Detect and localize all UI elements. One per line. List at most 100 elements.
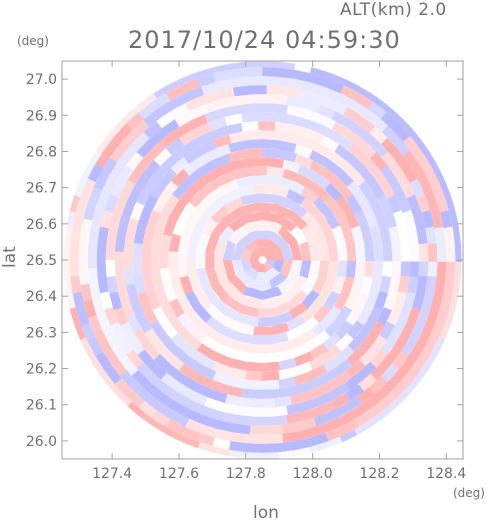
radar-cell (289, 382, 309, 397)
radar-cell (153, 147, 173, 166)
radar-cell (328, 89, 349, 106)
radar-cell (266, 76, 286, 87)
radar-cell (105, 258, 116, 277)
radar-cell (420, 337, 438, 359)
radar-cell (421, 291, 435, 312)
radar-cell (391, 390, 412, 410)
radar-cell (162, 305, 180, 326)
radar-cell (72, 290, 85, 310)
radar-cell (346, 320, 365, 341)
radar-cell (443, 276, 455, 296)
radar-cell (262, 211, 282, 224)
radar-cell (404, 123, 424, 143)
radar-cell (244, 267, 259, 281)
radar-cell (379, 402, 400, 421)
radar-cell (171, 180, 191, 200)
y-tick-label: 26.3 (26, 325, 57, 341)
radar-cell (218, 314, 239, 332)
radar-cell (92, 298, 106, 319)
radar-cell (215, 170, 236, 187)
radar-cell (338, 429, 359, 446)
radar-cell (187, 390, 208, 406)
radar-cell (347, 154, 367, 174)
radar-cell (351, 225, 365, 245)
radar-cell (185, 86, 206, 102)
radar-cell (89, 216, 102, 236)
radar-cell (125, 312, 142, 333)
radar-cell (235, 184, 256, 198)
radar-cell (360, 225, 374, 245)
radar-cell (383, 209, 398, 230)
radar-cell (323, 319, 343, 338)
radar-cell (154, 159, 173, 179)
radar-cell (409, 178, 426, 199)
radar-cell (156, 208, 172, 229)
radar-cell (378, 321, 396, 342)
radar-cell (308, 354, 328, 371)
radar-cell (311, 275, 327, 296)
radar-cell (93, 134, 112, 155)
radar-cell (335, 333, 354, 353)
radar-cell (63, 313, 74, 334)
radar-cell (464, 260, 474, 279)
radar-cell (346, 359, 366, 379)
radar-cell (254, 94, 273, 104)
radar-cell (111, 155, 130, 176)
radar-cell (255, 272, 270, 281)
x-tick-label: 128.4 (426, 466, 466, 482)
radar-cell (159, 371, 180, 390)
radar-cell (280, 431, 300, 443)
radar-cell (312, 291, 330, 311)
radar-cell (367, 321, 385, 342)
altitude-label: ALT(km) 2.0 (340, 0, 447, 20)
radar-cell (173, 392, 194, 409)
radar-cell (321, 224, 337, 245)
radar-cell (83, 350, 101, 371)
radar-cell (354, 82, 375, 100)
radar-cell (252, 407, 271, 417)
radar-cell (182, 355, 202, 373)
radar-cell (346, 347, 366, 367)
radar-cell (258, 112, 277, 122)
radar-cell (124, 400, 144, 420)
radar-cell (302, 108, 323, 124)
radar-cell (148, 139, 168, 159)
radar-cell (392, 291, 407, 312)
radar-cell (356, 306, 373, 327)
radar-cell (286, 179, 306, 195)
radar-cell (137, 399, 157, 419)
radar-cell (412, 164, 429, 185)
radar-cell (200, 335, 221, 352)
radar-cell (265, 260, 276, 268)
radar-cell (313, 84, 334, 99)
radar-cell (211, 216, 230, 237)
radar-cell (258, 247, 267, 257)
radar-cell (270, 103, 290, 115)
radar-cell (324, 210, 341, 230)
radar-cell (72, 208, 86, 228)
radar-cell (193, 121, 214, 138)
radar-cell (194, 290, 213, 311)
radar-cell (240, 193, 260, 206)
radar-cell (411, 337, 428, 358)
radar-cell (82, 297, 97, 318)
radar-cell (166, 74, 187, 91)
radar-cell (243, 296, 263, 309)
radar-cell (235, 405, 255, 417)
radar-cell (310, 73, 331, 88)
radar-cell (274, 194, 294, 209)
radar-cell (277, 214, 298, 232)
radar-cell (231, 423, 251, 435)
radar-cell (331, 275, 346, 296)
radar-cell (179, 426, 200, 442)
radar-cell (391, 242, 402, 262)
radar-cell (241, 112, 260, 123)
radar-cell (278, 225, 298, 245)
radar-cell (256, 389, 276, 399)
radar-cell (94, 350, 112, 371)
radar-cell (141, 305, 158, 325)
radar-cell (443, 226, 455, 246)
radar-cell (227, 225, 248, 245)
radar-cell (323, 426, 345, 442)
radar-cell (368, 90, 389, 109)
